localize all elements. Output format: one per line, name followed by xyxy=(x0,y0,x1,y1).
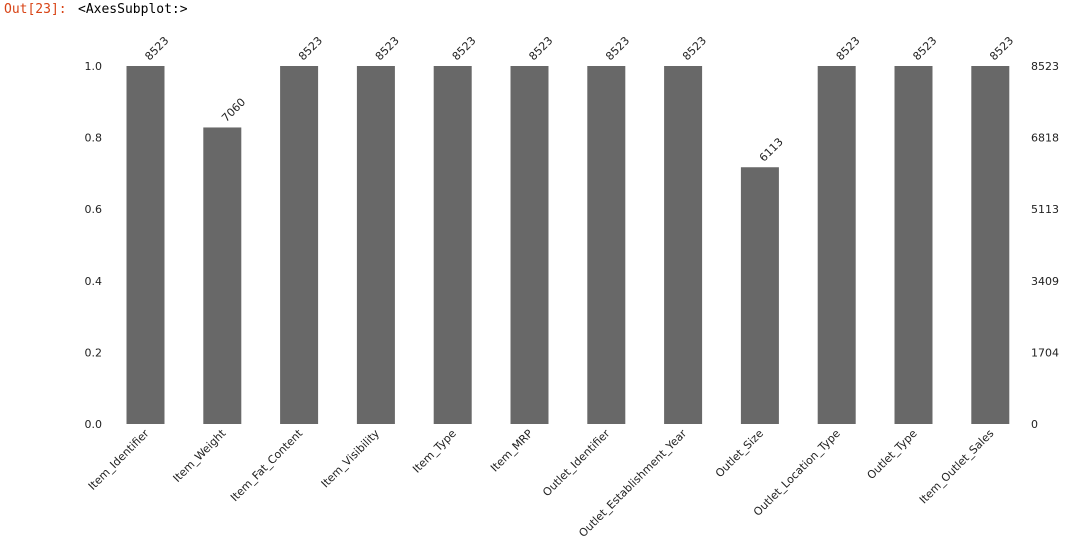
bar-count-label: 6113 xyxy=(757,135,786,164)
x-tick-label: Item_Outlet_Sales xyxy=(917,427,997,507)
x-tick-label: Outlet_Type xyxy=(865,427,920,482)
y-tick-label-left: 0.2 xyxy=(85,346,103,359)
x-tick-label: Item_Weight xyxy=(171,426,229,484)
bar-count-label: 7060 xyxy=(219,96,248,125)
y-tick-label-right: 1704 xyxy=(1031,346,1059,359)
x-tick-label: Item_Type xyxy=(410,427,459,476)
x-tick-label: Item_Visibility xyxy=(319,427,383,491)
x-tick-label: Item_Fat_Content xyxy=(228,426,306,504)
bar xyxy=(433,66,472,424)
y-tick-label-right: 8523 xyxy=(1031,60,1059,73)
bar xyxy=(126,66,165,424)
y-tick-label-left: 0.6 xyxy=(85,203,103,216)
y-tick-label-right: 5113 xyxy=(1031,203,1059,216)
y-tick-label-left: 1.0 xyxy=(85,60,103,73)
bar xyxy=(203,127,242,424)
bar-count-label: 8523 xyxy=(526,34,555,63)
bar-count-label: 8523 xyxy=(603,34,632,63)
bar xyxy=(740,167,779,424)
bar-count-label: 8523 xyxy=(987,34,1016,63)
bar-count-label: 8523 xyxy=(296,34,325,63)
bar xyxy=(971,66,1010,424)
x-tick-label: Item_Identifier xyxy=(86,427,152,493)
x-tick-label: Outlet_Size xyxy=(713,427,766,480)
bar xyxy=(510,66,549,424)
x-tick-label: Item_MRP xyxy=(488,427,536,475)
bar xyxy=(280,66,319,424)
x-tick-label: Outlet_Identifier xyxy=(540,427,613,500)
bar-count-label: 8523 xyxy=(373,34,402,63)
y-tick-label-left: 0.0 xyxy=(85,418,103,431)
bar xyxy=(817,66,856,424)
bar-count-label: 8523 xyxy=(142,34,171,63)
y-tick-label-left: 0.8 xyxy=(85,132,103,145)
output-text: <AxesSubplot:> xyxy=(78,2,188,17)
y-tick-label-right: 6818 xyxy=(1031,132,1059,145)
y-tick-label-right: 3409 xyxy=(1031,275,1059,288)
bar-count-label: 8523 xyxy=(680,34,709,63)
bar xyxy=(664,66,703,424)
y-tick-label-right: 0 xyxy=(1031,418,1038,431)
bar xyxy=(894,66,933,424)
bar xyxy=(587,66,626,424)
x-tick-label: Outlet_Location_Type xyxy=(751,427,843,519)
bar-count-label: 8523 xyxy=(834,34,863,63)
bar-count-label: 8523 xyxy=(910,34,939,63)
y-tick-label-left: 0.4 xyxy=(85,275,103,288)
output-prompt: Out[23]: xyxy=(4,2,67,17)
bar xyxy=(356,66,395,424)
bar-count-label: 8523 xyxy=(450,34,479,63)
